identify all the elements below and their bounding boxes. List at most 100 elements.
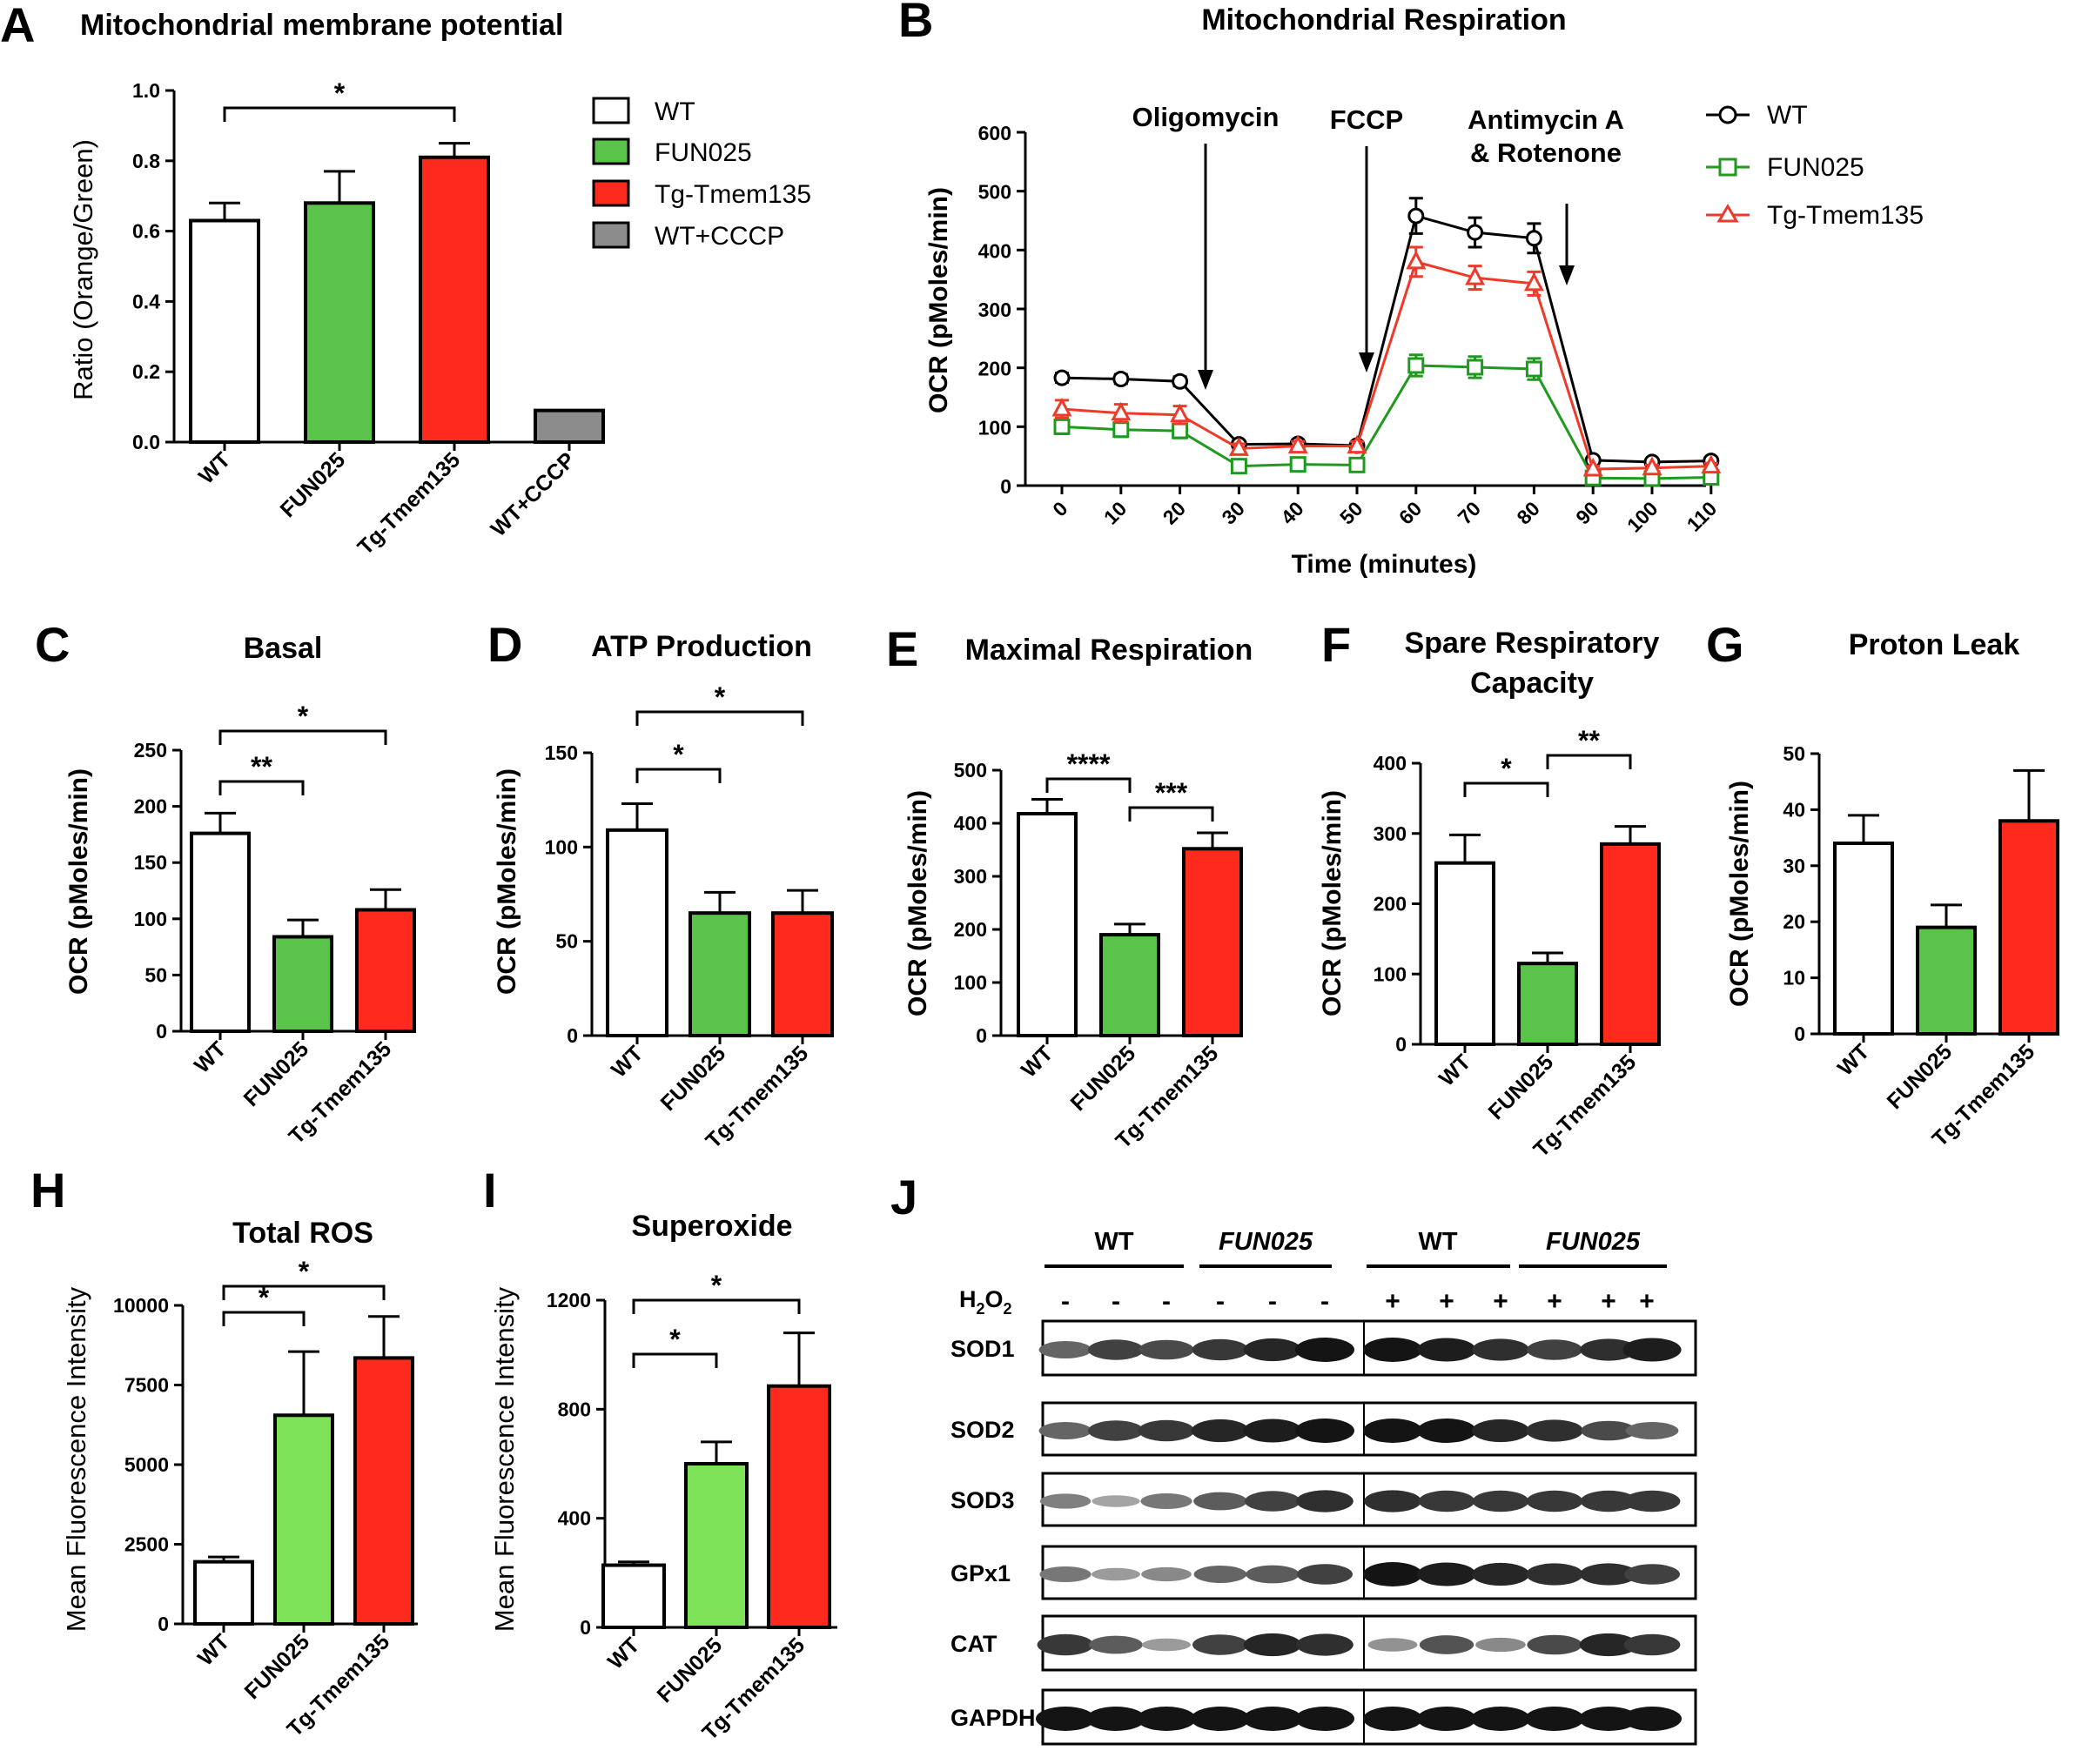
panel-b-x-tick-label: 100 [1622, 497, 1662, 537]
panel-a-y-tick-label: 0.8 [132, 150, 160, 172]
panel-d-y-tick-label: 150 [545, 741, 578, 764]
legend-a-swatch-fun025 [592, 137, 630, 165]
blot-band [1580, 1338, 1637, 1361]
blot-band [1622, 1707, 1682, 1731]
blot-band [1092, 1567, 1140, 1581]
panel-e-category-label: WT [1017, 1041, 1058, 1082]
panel-i-significance-label: * [711, 1270, 722, 1301]
panel-b-annotations: Oligomycin FCCP Antimycin A & Rotenone [1132, 102, 1624, 390]
blot-protein-label-gapdh: GAPDH [950, 1705, 1036, 1731]
blot-band [1243, 1338, 1302, 1362]
blot-band [1036, 1707, 1095, 1731]
panel-a-bar-tg-tmem135 [419, 155, 490, 444]
panel-h-bar-wt [193, 1559, 254, 1627]
panel-i-y-tick-label: 0 [580, 1616, 591, 1639]
panel-c-y-tick-label: 0 [156, 1020, 167, 1043]
panel-b-point-tg-tmem135 [1170, 403, 1191, 423]
panel-e-significance-label: *** [1155, 777, 1188, 808]
panel-d-y-tick-label: 50 [555, 930, 578, 953]
arrowhead-fccp [1359, 352, 1374, 372]
blot-band [1364, 1490, 1421, 1512]
blot-band [1471, 1707, 1530, 1731]
blot-sign: + [1439, 1287, 1454, 1316]
panel-f-bar-fun025 [1517, 962, 1578, 1046]
blot-group-label-fun025-2: FUN025 [1546, 1228, 1641, 1256]
panel-g-ylabel: OCR (pMoles/min) [1725, 781, 1754, 1007]
panel-b-title: Mitochondrial Respiration [1201, 3, 1566, 37]
blot-band [1140, 1492, 1192, 1510]
legend-b-marker-fun025 [1718, 158, 1737, 177]
panel-g-y-tick-label: 30 [1783, 855, 1805, 877]
panel-d-category-label: WT [607, 1041, 648, 1082]
panel-letter-g: G [1706, 617, 1744, 672]
panel-a-title: Mitochondrial membrane potential [80, 9, 563, 42]
panel-b-point-tg-tmem135 [1523, 272, 1544, 292]
blot-band [1525, 1707, 1584, 1731]
panel-letter-f: F [1321, 617, 1351, 672]
panel-f-significance-bracket [1463, 781, 1549, 797]
blot-sign: + [1493, 1287, 1508, 1316]
panel-a-bar-fun025 [304, 201, 375, 444]
blot-sign: + [1385, 1287, 1401, 1316]
panel-g-y-tick-label: 40 [1783, 798, 1805, 821]
panel-e-significance-bracket [1128, 806, 1214, 822]
blot-band [1038, 1341, 1092, 1358]
blot-band [1193, 1492, 1247, 1511]
panel-b-y-tick-label: 200 [978, 358, 1011, 380]
blot-band [1142, 1638, 1191, 1652]
panel-d-y-tick-label: 0 [567, 1024, 578, 1047]
arrowhead-antimycin [1559, 265, 1575, 285]
panel-d-category-label: FUN025 [656, 1041, 731, 1116]
blot-band [1472, 1338, 1529, 1361]
panel-letter-c: C [35, 617, 70, 672]
annotation-oligomycin: Oligomycin [1132, 102, 1280, 132]
blot-band [1579, 1707, 1638, 1731]
panel-b-point-wt [1467, 224, 1484, 241]
panel-d-ylabel: OCR (pMoles/min) [493, 768, 521, 995]
panel-d-significance-label: * [715, 681, 726, 713]
legend-a-label-wt: WT [655, 97, 695, 126]
panel-c-significance-bracket [218, 780, 305, 795]
annotation-rotenone: & Rotenone [1470, 137, 1622, 168]
panel-e-y-tick-label: 500 [954, 759, 987, 781]
panel-a-significance-label: * [334, 77, 346, 109]
panel-a-y-tick-label: 0.2 [132, 360, 160, 383]
panel-b-x-tick-label: 60 [1394, 497, 1426, 528]
blot-band [1037, 1633, 1094, 1656]
panel-f-significance-bracket [1546, 754, 1632, 769]
panel-b-point-tg-tmem135 [1347, 434, 1367, 454]
panel-c-y-tick-label: 150 [134, 851, 167, 874]
panel-i-significance-bracket [632, 1352, 718, 1368]
blot-sign: - [1112, 1287, 1120, 1316]
blot-band [1246, 1565, 1300, 1584]
blot-band [1419, 1635, 1474, 1654]
blot-band [1296, 1633, 1353, 1656]
panel-g-category-label: WT [1833, 1039, 1874, 1080]
blot-band [1192, 1338, 1249, 1361]
panel-f-y-tick-label: 200 [1374, 893, 1407, 916]
panel-b-point-tg-tmem135 [1051, 397, 1072, 417]
panel-g-y-tick-label: 50 [1783, 742, 1805, 765]
panel-h-ylabel: Mean Fluorescence Intensity [61, 1286, 91, 1632]
blot-band [1417, 1338, 1476, 1362]
blot-sign: + [1639, 1287, 1655, 1316]
panel-c-y-tick-label: 50 [144, 963, 167, 986]
blot-band [1243, 1419, 1302, 1443]
panel-g-y-tick-label: 20 [1783, 910, 1805, 933]
panel-b-point-fun025 [1348, 456, 1366, 473]
legend-b-marker-wt [1718, 105, 1737, 124]
blot-band [1039, 1566, 1092, 1583]
panel-b-series-line-fun025 [1061, 364, 1711, 480]
blot-band [1089, 1635, 1143, 1654]
panel-h-significance-bracket [222, 1284, 386, 1300]
panel-h-significance-bracket [222, 1311, 306, 1326]
blot-band [1417, 1419, 1476, 1443]
blot-band [1527, 1634, 1582, 1655]
panel-e-y-tick-label: 400 [954, 812, 987, 835]
legend-b-marker-tg [1716, 204, 1739, 223]
panel-c-category-label: WT [190, 1036, 231, 1077]
panel-b-point-fun025 [1053, 418, 1071, 435]
blot-band [1471, 1419, 1530, 1443]
